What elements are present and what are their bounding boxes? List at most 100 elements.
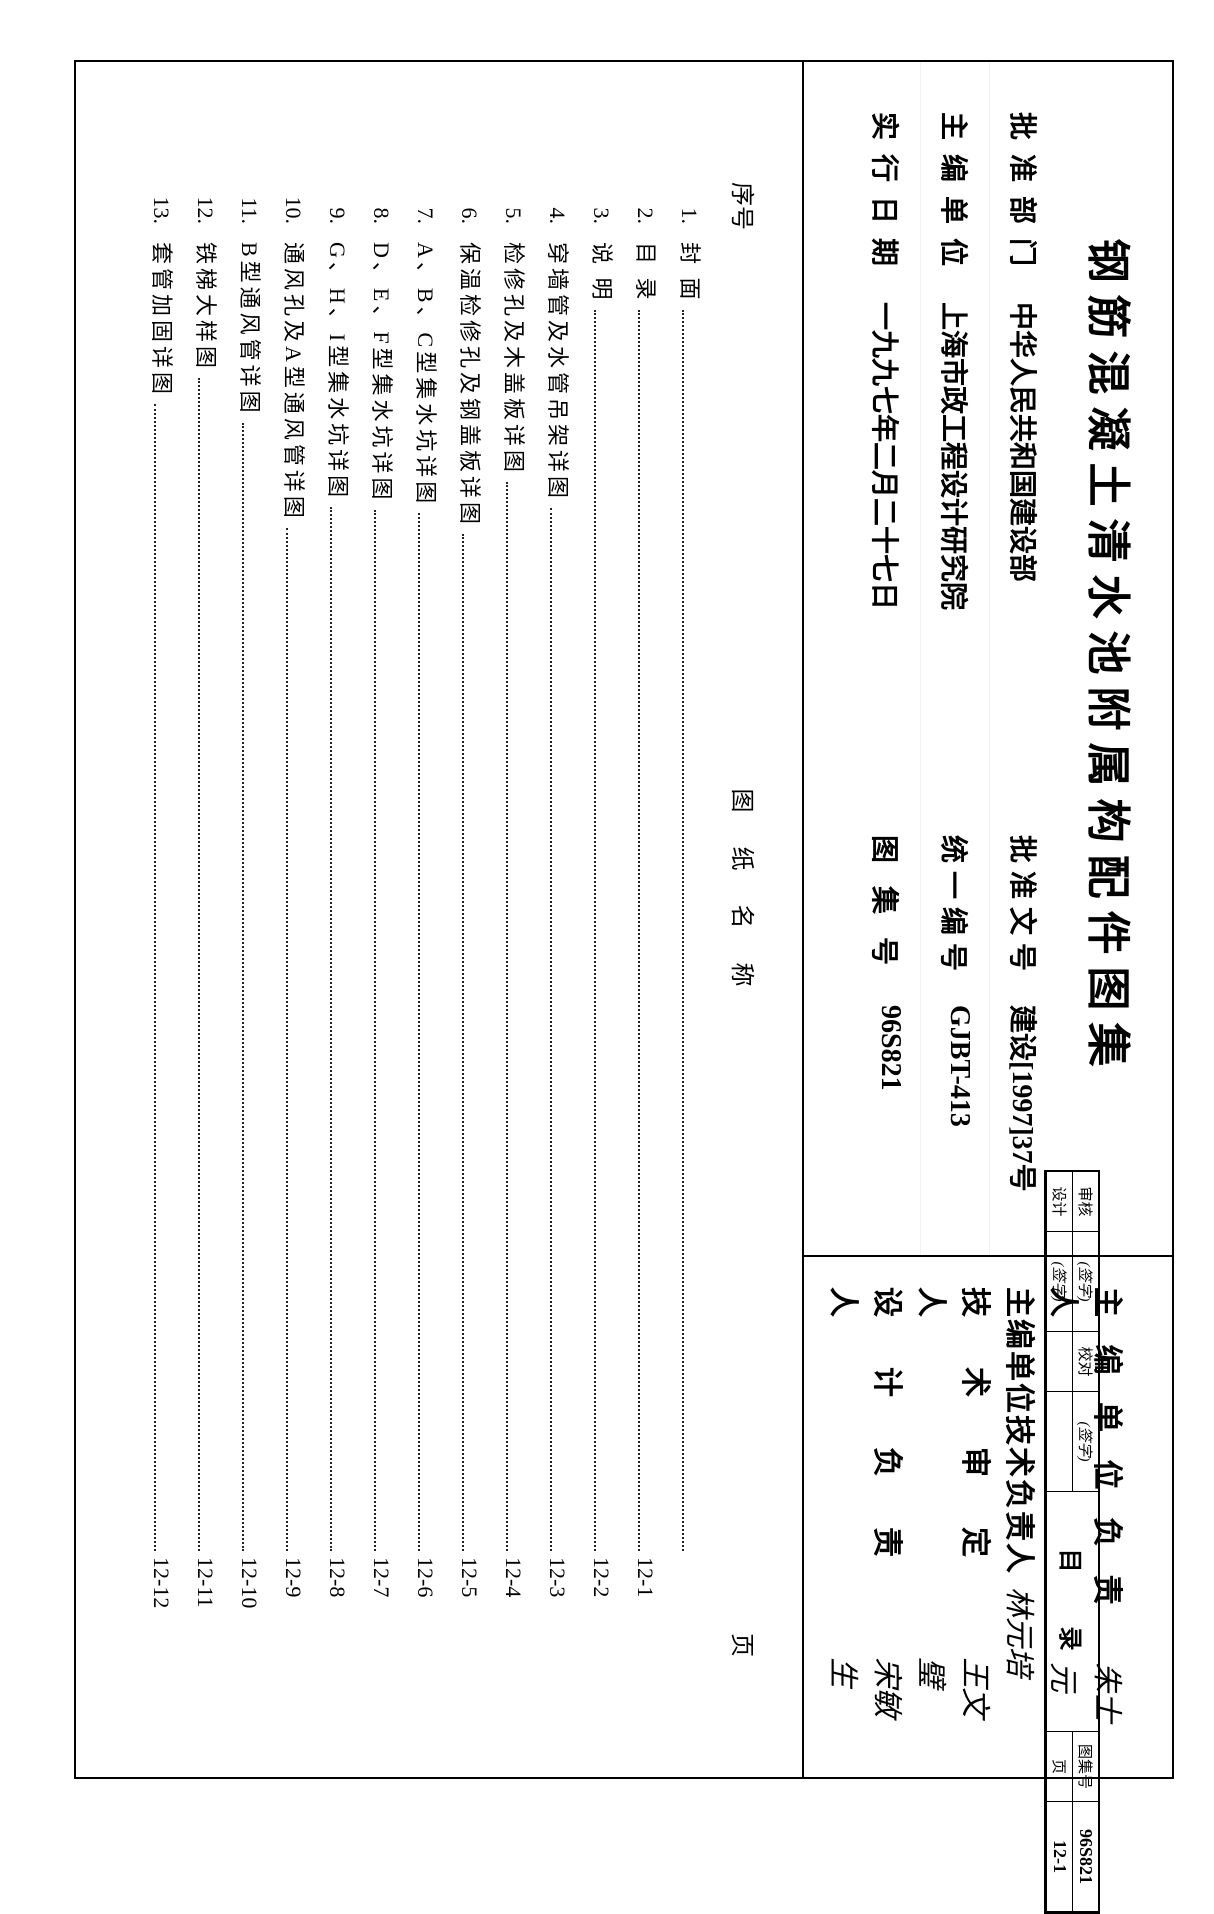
designer-label: 设 计 负 责 人 [824,1287,912,1645]
toc-row: 11.B型通风管详图 12-10 [229,182,273,1657]
toc-page: 12-9 [280,1557,306,1657]
toc-leader [638,310,640,1551]
toc-row: 9.G、H、I型集水坑详图12-8 [317,182,361,1657]
toc-name: D、E、F型集水坑详图 [367,242,399,504]
toc-page: 12-3 [544,1557,570,1657]
toc-page: 12-1 [632,1557,658,1657]
toc-row: 6.保温检修孔及钢盖板详图12-5 [449,182,493,1657]
ft-design-label: 设计 [1046,1172,1072,1232]
toc-leader [198,378,200,1551]
ft-page: 12-1 [1046,1802,1072,1912]
toc-page: 12-10 [236,1557,262,1657]
toc-leader [154,404,156,1551]
toc-page: 12-11 [192,1557,218,1657]
toc-row: 1.封 面 [669,182,713,1657]
approve-dept: 中华人民共和国建设部 [1004,302,1044,795]
tech-chief-label: 主编单位技术负责人 [1000,1287,1044,1575]
designer-sig: 宋敏生 [824,1657,912,1747]
reviewer-label: 技 术 审 定 人 [912,1287,1000,1645]
toc-idx: 12. [192,182,218,242]
toc-idx: 9. [324,182,350,242]
ft-title: 目 录 [1046,1492,1098,1732]
toc-row: 8.D、E、F型集水坑详图 12-7 [361,182,405,1657]
atlas-code: 96S821 [866,1005,906,1205]
toc-name: 检修孔及木盖板详图 [499,242,531,476]
toc-name: 穿墙管及水管吊架详图 [543,242,575,502]
col-seq: 序号 [727,182,762,252]
ft-review-label: 审核 [1072,1172,1098,1232]
toc-name: 铁梯大样图 [191,242,223,372]
toc-row: 3.说 明 12-2 [581,182,625,1657]
approve-dept-label: 批准部门 [1004,112,1044,302]
toc-idx: 5. [500,182,526,242]
meta-row: 批准部门 中华人民共和国建设部 批准文号 建设[1997]37号 [990,62,1058,1255]
toc-idx: 6. [456,182,482,242]
ft-design-sig: (签字) [1046,1232,1072,1332]
toc-row: 5.检修孔及木盖板详图12-4 [493,182,537,1657]
toc-row: 2.目 录12-1 [625,182,669,1657]
approve-doc-label: 批准文号 [1004,835,1044,1005]
col-page: 页 [727,1537,762,1657]
toc-page: 12-2 [588,1557,614,1657]
toc-row: 10.通风孔及A型通风管详图 12-9 [273,182,317,1657]
toc-page: 12-12 [148,1557,174,1657]
approve-doc: 建设[1997]37号 [1004,1005,1044,1205]
ft-code: 96S821 [1072,1802,1098,1912]
toc-page: 12-7 [368,1557,394,1657]
toc-leader [374,510,376,1551]
toc-idx: 8. [368,182,394,242]
ft-page-label: 页 [1046,1732,1072,1802]
toc-idx: 10. [280,182,306,242]
toc-idx: 11. [236,182,262,242]
toc-leader [462,534,464,1551]
ft-review-sig: (签字) [1072,1232,1098,1332]
toc-header: 序号 图 纸 名 称 页 [713,182,762,1657]
toc-idx: 4. [544,182,570,242]
effect-date: 一九九七年二月二十七日 [866,302,906,795]
toc-idx: 13. [148,182,174,242]
tech-chief-sig: 林元培 [1000,1587,1044,1677]
toc-name: 说 明 [587,242,619,304]
toc-name: B型通风管详图 [235,242,267,417]
ft-empty [1046,1332,1072,1392]
header-right: 主 编 单 位 负 责 人 朱士元 主编单位技术负责人 林元培 技 术 审 定 … [804,1257,1172,1777]
toc-leader [594,310,596,1551]
toc-idx: 7. [412,182,438,242]
toc-leader [506,482,508,1551]
atlas-code-label: 图 集 号 [866,835,906,1005]
header-left: 钢筋混凝土清水池附属构配件图集 批准部门 中华人民共和国建设部 批准文号 建设[… [804,62,1172,1257]
header-block: 钢筋混凝土清水池附属构配件图集 批准部门 中华人民共和国建设部 批准文号 建设[… [802,62,1172,1777]
toc-page: 12-8 [324,1557,350,1657]
toc-leader [242,423,244,1551]
toc-name: 封 面 [675,242,707,304]
toc-row: 12.铁梯大样图 12-11 [185,182,229,1657]
meta-row: 主编单位 上海市政工程设计研究院 统一编号 GJBT-413 [921,62,990,1255]
toc-row: 13.套管加固详图 12-12 [141,182,185,1657]
ft-code-label: 图集号 [1072,1732,1098,1802]
toc-name: A、B、C型集水坑详图 [411,242,443,507]
ft-proof-sig: (签字) [1072,1392,1098,1492]
toc-block: 序号 图 纸 名 称 页 1.封 面2.目 录12-13.说 明 12-2 4.穿墙… [76,62,802,1777]
ft-empty [1046,1392,1072,1492]
toc-row: 7.A、B、C型集水坑详图12-6 [405,182,449,1657]
toc-name: 保温检修孔及钢盖板详图 [455,242,487,528]
editor-unit: 上海市政工程设计研究院 [935,302,975,795]
editor-unit-label: 主编单位 [935,112,975,302]
staff-row: 主编单位技术负责人 林元培 [1000,1287,1044,1747]
toc-name: 套管加固详图 [147,242,179,398]
toc-idx: 1. [676,182,702,242]
toc-leader [286,528,288,1551]
toc-idx: 3. [588,182,614,242]
drawing-sheet: 钢筋混凝土清水池附属构配件图集 批准部门 中华人民共和国建设部 批准文号 建设[… [74,60,1174,1779]
reviewer-sig: 王文璧 [912,1657,1000,1747]
toc-row: 4.穿墙管及水管吊架详图 12-3 [537,182,581,1657]
toc-leader [330,507,332,1551]
toc-idx: 2. [632,182,658,242]
col-name: 图 纸 名 称 [727,252,762,1537]
toc-name: 通风孔及A型通风管详图 [279,242,311,522]
toc-leader [418,513,420,1551]
toc-leader [550,508,552,1551]
ft-proof-label: 校对 [1072,1332,1098,1392]
uni-code-label: 统一编号 [935,835,975,1005]
toc-leader [682,310,684,1551]
